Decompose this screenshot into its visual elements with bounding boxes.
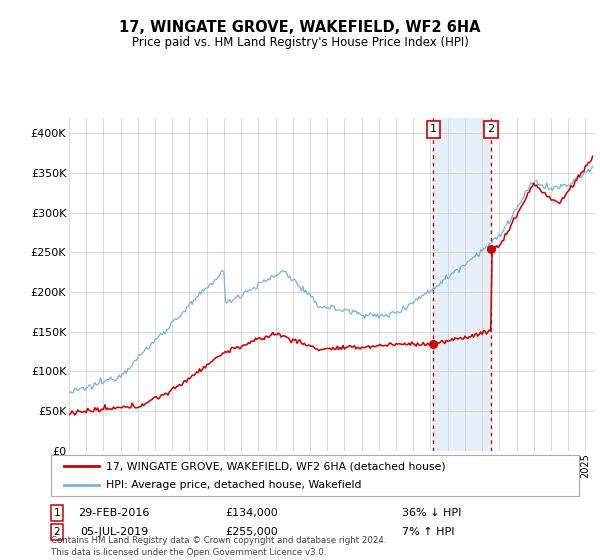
Text: 2: 2 [53, 527, 61, 537]
Text: 36% ↓ HPI: 36% ↓ HPI [402, 508, 461, 518]
Text: 17, WINGATE GROVE, WAKEFIELD, WF2 6HA (detached house): 17, WINGATE GROVE, WAKEFIELD, WF2 6HA (d… [106, 461, 446, 471]
Text: Contains HM Land Registry data © Crown copyright and database right 2024.
This d: Contains HM Land Registry data © Crown c… [51, 536, 386, 557]
Text: 7% ↑ HPI: 7% ↑ HPI [402, 527, 455, 537]
Bar [433, 118, 491, 451]
Text: 2: 2 [487, 124, 494, 134]
Text: £134,000: £134,000 [226, 508, 278, 518]
Text: 1: 1 [53, 508, 61, 518]
Text: 05-JUL-2019: 05-JUL-2019 [80, 527, 148, 537]
Text: £255,000: £255,000 [226, 527, 278, 537]
Text: 17, WINGATE GROVE, WAKEFIELD, WF2 6HA: 17, WINGATE GROVE, WAKEFIELD, WF2 6HA [119, 20, 481, 35]
Text: Price paid vs. HM Land Registry's House Price Index (HPI): Price paid vs. HM Land Registry's House … [131, 36, 469, 49]
FancyBboxPatch shape [51, 455, 579, 496]
Text: 1: 1 [430, 124, 437, 134]
Text: HPI: Average price, detached house, Wakefield: HPI: Average price, detached house, Wake… [106, 480, 362, 489]
Text: 29-FEB-2016: 29-FEB-2016 [79, 508, 149, 518]
